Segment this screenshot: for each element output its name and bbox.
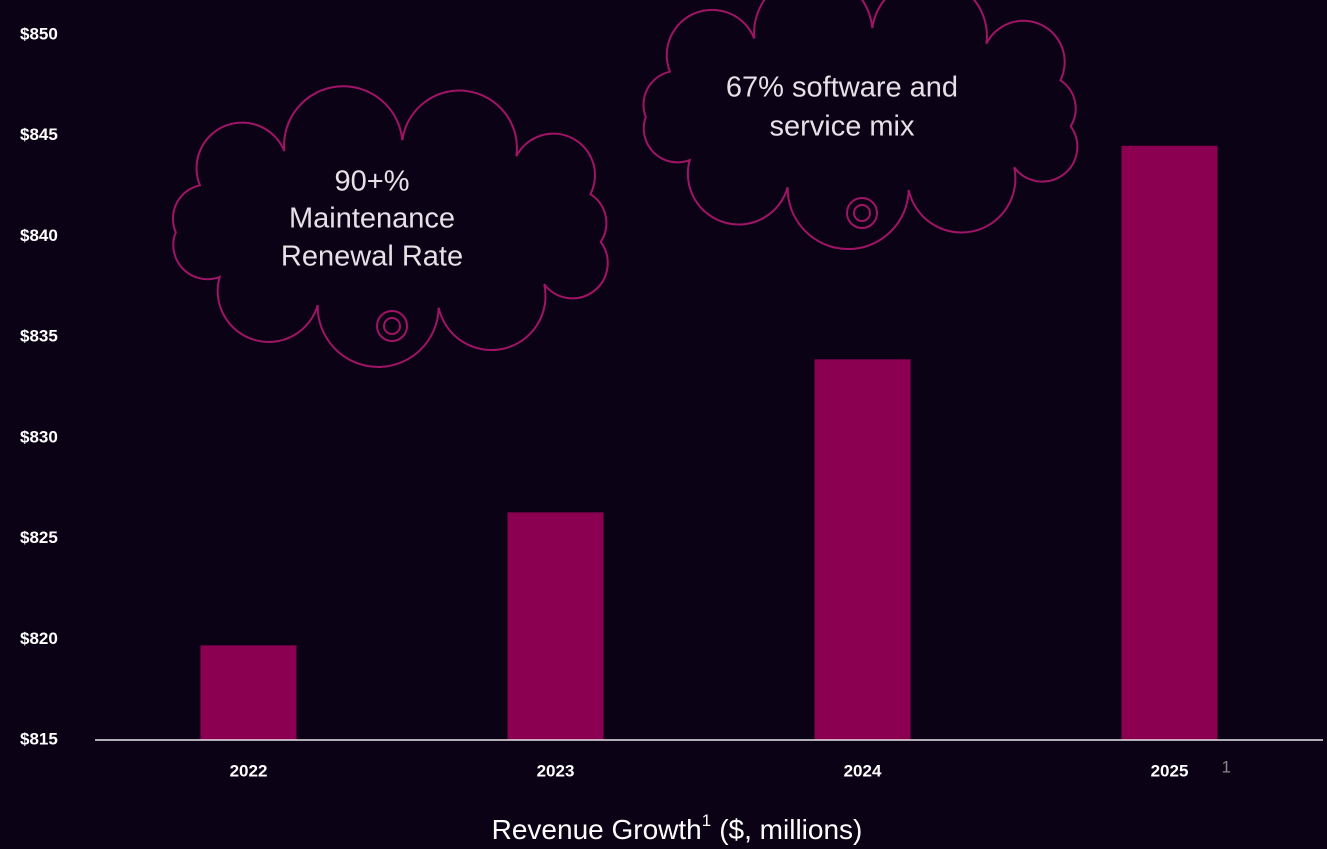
cloud-tail — [376, 310, 408, 342]
title-text: Revenue Growth — [492, 814, 702, 845]
bar — [507, 512, 604, 740]
x-tick-label: 2024 — [844, 761, 882, 780]
cloud-outline — [642, 0, 1079, 251]
footnote-mark: 1 — [1222, 757, 1231, 776]
y-tick-label: $850 — [20, 24, 58, 43]
bar — [1121, 145, 1218, 741]
annotation-text: Maintenance — [289, 203, 455, 235]
y-tick-label: $825 — [20, 528, 58, 547]
annotation-text: 67% software and — [726, 72, 958, 104]
bar — [200, 645, 297, 740]
x-tick-label: 2023 — [537, 761, 575, 780]
title-note-mark: 1 — [702, 811, 711, 830]
x-tick-label: 2022 — [230, 761, 268, 780]
y-tick-label: $820 — [20, 629, 58, 648]
cloud-tail — [383, 317, 401, 335]
cloud-outline — [171, 85, 609, 368]
thought-cloud: 67% software and service mix — [642, 0, 1079, 251]
cloud-tail — [853, 204, 871, 222]
chart-title: Revenue Growth1 ($, millions) — [492, 811, 863, 845]
x-tick-label: 2025 — [1151, 761, 1189, 780]
bar — [814, 359, 911, 740]
y-tick-label: $845 — [20, 125, 58, 144]
y-tick-label: $815 — [20, 729, 58, 748]
annotation-text: service mix — [769, 111, 915, 143]
annotation-text: Renewal Rate — [281, 241, 463, 273]
subtitle: ($, millions) — [719, 814, 862, 845]
thought-cloud: 90+% Maintenance Renewal Rate — [171, 85, 609, 368]
cloud-tail — [846, 197, 878, 229]
y-tick-label: $835 — [20, 327, 58, 346]
y-tick-label: $830 — [20, 427, 58, 446]
y-tick-label: $840 — [20, 226, 58, 245]
annotation-text: 90+% — [335, 166, 410, 198]
